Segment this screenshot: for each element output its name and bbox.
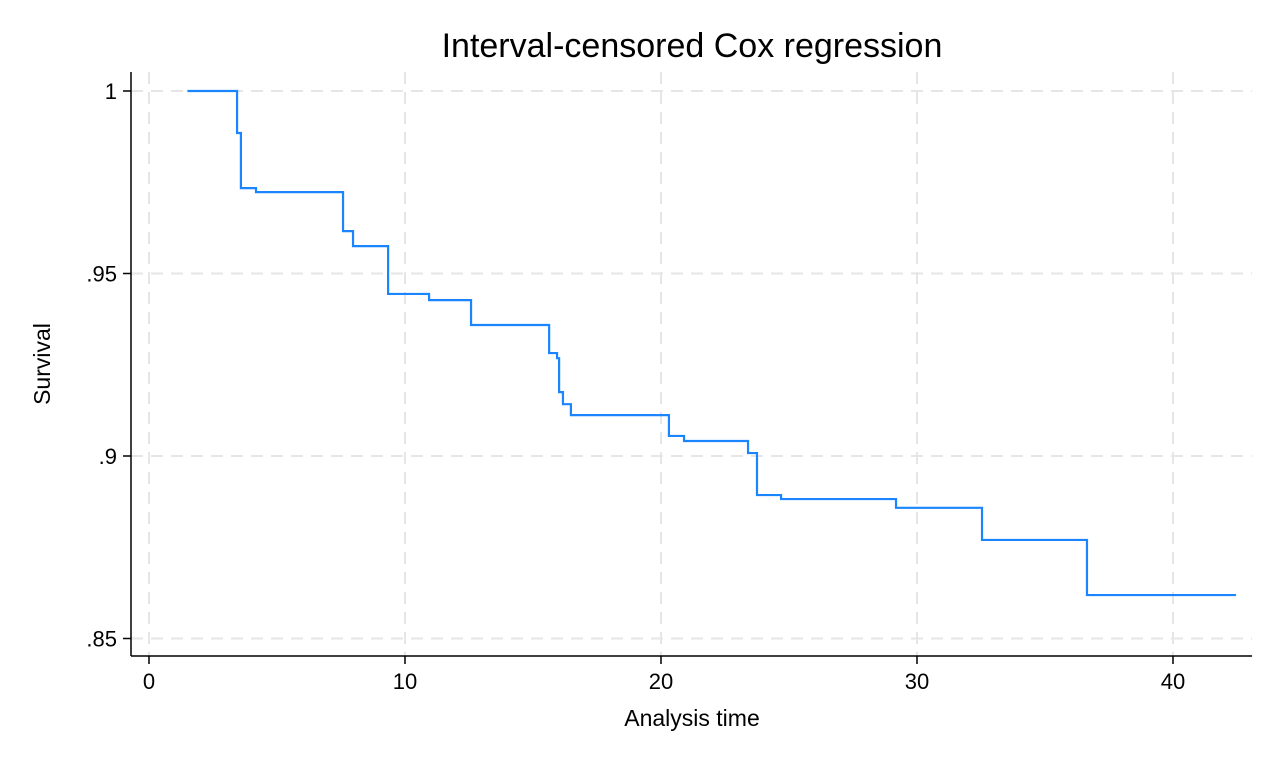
ticks: 0 10 20 30 40 1 .95 .9 .85 [86, 79, 1185, 694]
series [187, 89, 1236, 597]
x-tick-label: 20 [649, 669, 673, 694]
x-tick-label: 40 [1161, 669, 1185, 694]
x-tick-label: 10 [393, 669, 417, 694]
x-axis-label: Analysis time [624, 705, 759, 731]
y-axis-label: Survival [29, 323, 55, 405]
axes [130, 72, 1252, 657]
y-tick-label: .95 [86, 262, 117, 287]
chart-title: Interval-censored Cox regression [442, 27, 943, 65]
grid [131, 72, 1252, 656]
x-tick-label: 0 [143, 669, 155, 694]
x-tick-label: 30 [905, 669, 929, 694]
survival-step-line [187, 89, 1236, 597]
y-tick-label: 1 [105, 79, 117, 104]
y-tick-label: .85 [86, 627, 117, 652]
y-tick-label: .9 [99, 444, 117, 469]
